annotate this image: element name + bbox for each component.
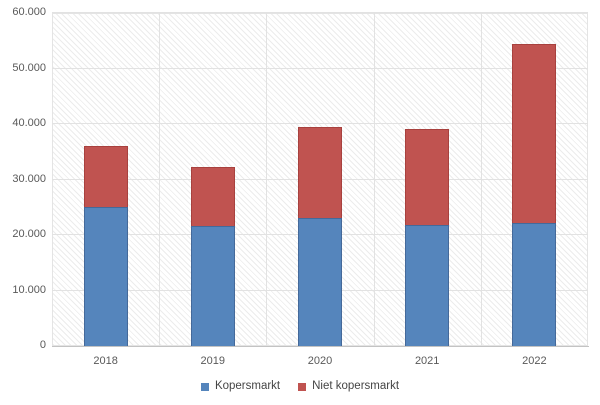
x-axis-label-2019: 2019 [200, 355, 226, 367]
legend-label-niet-kopersmarkt: Niet kopersmarkt [312, 380, 400, 392]
y-axis-tick-label: 30.000 [12, 172, 46, 185]
y-gridline-50000 [52, 67, 588, 69]
x-axis-label-2022: 2022 [522, 355, 547, 367]
y-axis-tick-label: 60.000 [12, 6, 46, 18]
category-separator-gridline [374, 13, 375, 346]
bar-segment-kopersmarkt-2019[interactable] [191, 226, 235, 346]
x-axis-line [52, 346, 589, 347]
bar-segment-kopersmarkt-2018[interactable] [84, 207, 128, 346]
y-axis-tick-label: 20.000 [12, 228, 46, 240]
category-separator-gridline [159, 13, 160, 346]
y-gridline-40000 [52, 123, 588, 124]
x-axis-label-2021: 2021 [414, 355, 440, 367]
bar-segment-kopersmarkt-2021[interactable] [405, 225, 449, 346]
legend-label-kopersmarkt: Kopersmarkt [214, 380, 281, 392]
category-separator-gridline [481, 13, 482, 346]
legend-swatch-kopersmarkt-icon [200, 382, 209, 391]
y-axis-tick-label: 50.000 [12, 61, 46, 74]
legend: Kopersmarkt Niet kopersmarkt [0, 379, 600, 394]
x-axis-label-2018: 2018 [93, 355, 118, 367]
legend-item-kopersmarkt[interactable]: Kopersmarkt [200, 379, 281, 394]
y-axis-tick-label: 40.000 [12, 117, 46, 129]
bar-segment-niet-kopersmarkt-2022[interactable] [512, 43, 556, 224]
legend-item-niet-kopersmarkt[interactable]: Niet kopersmarkt [298, 379, 399, 394]
bar-segment-kopersmarkt-2022[interactable] [512, 223, 556, 346]
legend-swatch-niet-kopersmarkt-icon [298, 382, 307, 391]
y-axis-tick-label: 10.000 [12, 283, 46, 296]
bar-segment-niet-kopersmarkt-2018[interactable] [84, 146, 128, 208]
bar-segment-niet-kopersmarkt-2020[interactable] [298, 126, 342, 218]
bar-segment-niet-kopersmarkt-2019[interactable] [191, 166, 235, 227]
category-separator-gridline [266, 13, 267, 346]
bar-segment-niet-kopersmarkt-2021[interactable] [405, 128, 449, 225]
bar-segment-kopersmarkt-2020[interactable] [298, 217, 342, 346]
x-axis-label-2020: 2020 [307, 355, 333, 367]
y-axis-tick-label: 0 [39, 339, 46, 351]
y-gridline-60000 [52, 12, 588, 13]
